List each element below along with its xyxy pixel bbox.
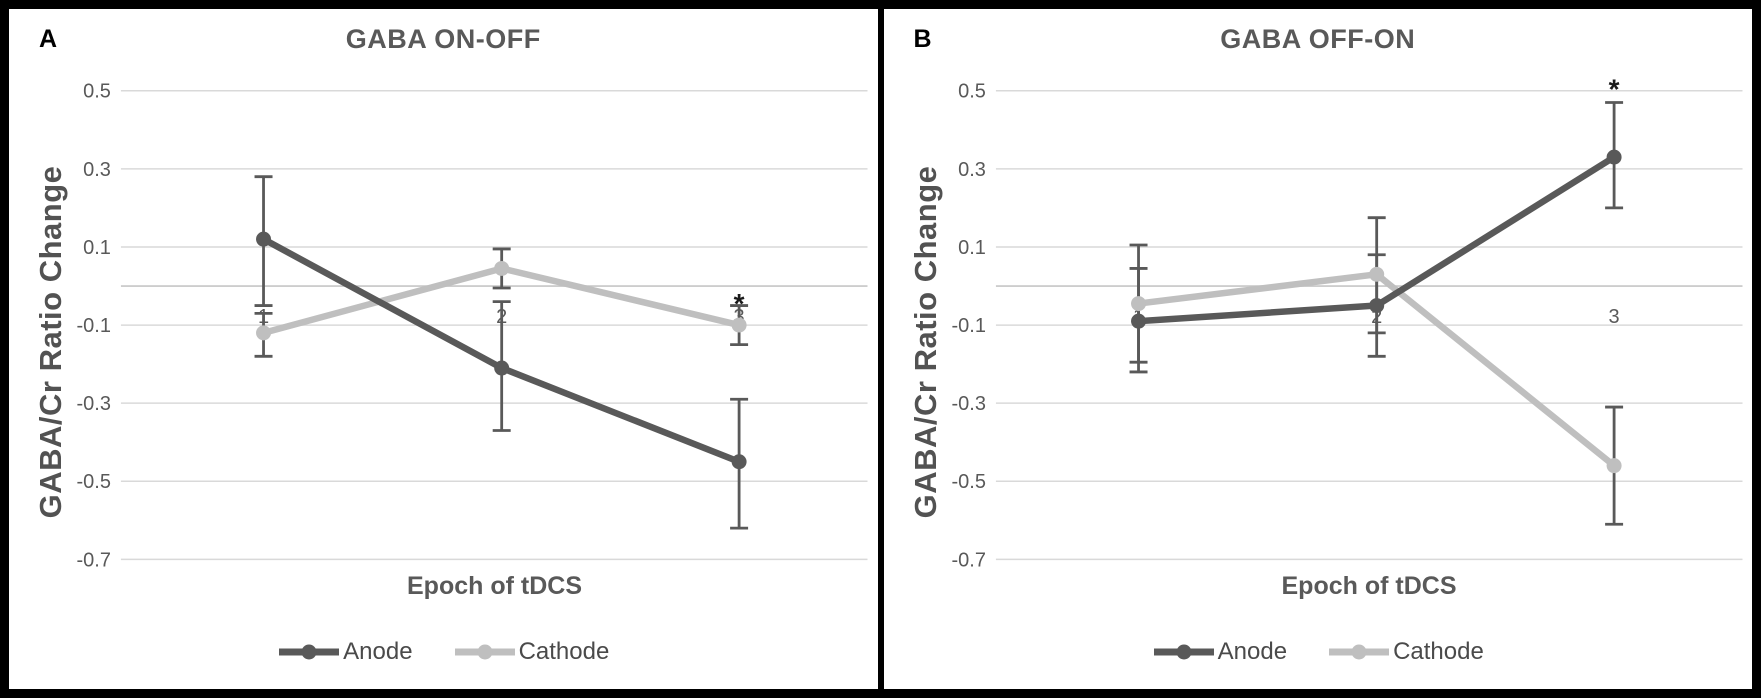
legend-item-anode: Anode [1152, 638, 1287, 666]
panel-gaba-on-off: 0.50.30.1-0.1-0.3-0.5-0.7123* A GABA ON-… [9, 9, 878, 689]
legend: Anode Cathode [9, 635, 878, 669]
anode-marker [494, 360, 510, 376]
panel-letter-b: B [913, 25, 932, 53]
y-tick-label: 0.3 [958, 159, 986, 181]
y-tick-label: -0.7 [77, 549, 111, 571]
legend-label-cathode: Cathode [518, 638, 610, 665]
y-tick-label: 0.5 [958, 81, 986, 103]
legend-label-cathode: Cathode [1393, 638, 1484, 665]
anode-marker [1130, 313, 1146, 329]
gaba-on-off-line-chart: 0.50.30.1-0.1-0.3-0.5-0.7123* [77, 81, 868, 571]
anode-marker [256, 231, 272, 247]
legend-item-anode: Anode [277, 638, 413, 666]
legend-label-anode: Anode [1217, 638, 1288, 665]
y-tick-label: -0.7 [951, 549, 985, 571]
legend-item-cathode: Cathode [453, 638, 610, 666]
cathode-line-marker-icon [1329, 644, 1390, 660]
y-tick-label: -0.3 [77, 393, 111, 415]
y-axis-title: GABA/Cr Ratio Change [907, 165, 943, 519]
anode-marker [1368, 298, 1384, 314]
panel-letter-a: A [39, 25, 58, 53]
cathode-line-marker-icon [454, 644, 515, 660]
x-axis-title: Epoch of tDCS [407, 572, 582, 600]
anode-marker [1606, 149, 1622, 165]
y-tick-label: 0.3 [83, 159, 111, 181]
y-tick-label: -0.1 [77, 315, 111, 337]
cathode-marker [494, 260, 510, 276]
y-tick-label: 0.5 [83, 81, 111, 103]
cathode-marker [731, 317, 747, 333]
cathode-marker [256, 325, 272, 341]
x-category-label: 3 [1608, 306, 1619, 328]
y-tick-label: -0.5 [951, 471, 985, 493]
y-tick-label: 0.1 [958, 237, 986, 259]
y-axis-title: GABA/Cr Ratio Change [33, 165, 68, 519]
y-tick-label: -0.3 [951, 393, 985, 415]
y-tick-label: -0.1 [951, 315, 985, 337]
significance-star: * [734, 288, 745, 319]
chart-title: GABA ON-OFF [345, 24, 541, 54]
panel-gaba-off-on: 0.50.30.1-0.1-0.3-0.5-0.7123* B GABA OFF… [883, 9, 1753, 689]
y-tick-label: 0.1 [83, 237, 111, 259]
legend: Anode Cathode [884, 635, 1753, 669]
anode-line-marker-icon [1153, 644, 1214, 660]
legend-label-anode: Anode [343, 638, 413, 665]
chart-title: GABA OFF-ON [1220, 24, 1416, 54]
x-axis-title: Epoch of tDCS [1281, 572, 1457, 600]
gaba-off-on-line-chart: 0.50.30.1-0.1-0.3-0.5-0.7123* [951, 73, 1743, 571]
legend-item-cathode: Cathode [1327, 638, 1484, 666]
cathode-marker [1130, 296, 1146, 312]
significance-star: * [1608, 73, 1619, 104]
cathode-marker [1606, 458, 1622, 474]
cathode-marker [1368, 266, 1384, 282]
y-tick-label: -0.5 [77, 471, 111, 493]
anode-line-marker-icon [279, 644, 340, 660]
anode-marker [731, 454, 747, 470]
